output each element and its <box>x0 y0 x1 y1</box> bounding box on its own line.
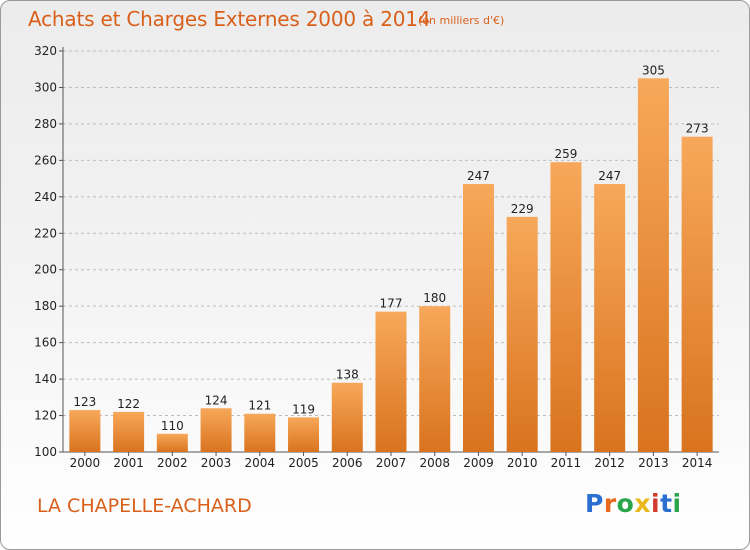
x-tick-label: 2006 <box>332 456 363 470</box>
data-label: 180 <box>423 291 446 305</box>
x-tick-label: 2007 <box>376 456 407 470</box>
bar <box>550 162 582 452</box>
bar <box>288 417 320 452</box>
bar <box>69 410 101 452</box>
data-label: 305 <box>642 63 665 77</box>
bars <box>69 78 713 453</box>
y-tick-label: 240 <box>34 190 57 204</box>
data-label: 247 <box>598 169 621 183</box>
x-tick-label: 2010 <box>507 456 538 470</box>
x-tick-label: 2013 <box>638 456 669 470</box>
bar <box>244 413 276 452</box>
y-tick-label: 200 <box>34 263 57 277</box>
x-tick-label: 2003 <box>201 456 232 470</box>
y-tick-label: 320 <box>34 44 57 58</box>
data-label: 247 <box>467 169 490 183</box>
x-tick-label: 2004 <box>245 456 276 470</box>
x-tick-label: 2012 <box>594 456 625 470</box>
data-label: 123 <box>73 395 96 409</box>
data-labels: 123 122 110 124 121 119 138 177 180 247 229 259 247 3… <box>73 63 708 432</box>
logo-letter: i <box>672 489 682 518</box>
y-tick-label: 100 <box>34 445 57 459</box>
logo-letter: r <box>603 489 617 518</box>
y-tick-label: 120 <box>34 409 57 423</box>
y-tick-label: 140 <box>34 372 57 386</box>
bar <box>637 78 669 452</box>
y-tick-label: 160 <box>34 336 57 350</box>
x-tick-label: 2000 <box>70 456 101 470</box>
y-axis-ticks: 100 120 140 160 180 200 220 240 260 280 300 320 <box>34 44 63 459</box>
x-tick-label: 2002 <box>157 456 188 470</box>
data-label: 138 <box>336 368 359 382</box>
data-label: 177 <box>380 297 403 311</box>
data-label: 124 <box>205 393 228 407</box>
bar <box>375 311 407 452</box>
data-label: 121 <box>248 399 271 413</box>
chart-title: Achats et Charges Externes 2000 à 2014 <box>28 7 431 31</box>
logo-letter: P <box>585 489 604 518</box>
bar <box>506 216 538 452</box>
y-tick-label: 280 <box>34 117 57 131</box>
y-tick-label: 260 <box>34 153 57 167</box>
chart-subtitle: (en milliers d'€) <box>418 14 505 27</box>
data-label: 229 <box>511 202 534 216</box>
bar <box>594 184 626 453</box>
x-tick-label: 2014 <box>682 456 713 470</box>
y-tick-label: 220 <box>34 226 57 240</box>
data-label: 259 <box>554 147 577 161</box>
bar <box>156 433 188 452</box>
logo-letter: o <box>616 489 635 518</box>
bar <box>200 408 232 452</box>
bar <box>331 382 363 452</box>
x-tick-label: 2001 <box>113 456 144 470</box>
commune-name: LA CHAPELLE-ACHARD <box>37 495 252 517</box>
data-label: 110 <box>161 419 184 433</box>
bar <box>462 184 494 453</box>
x-tick-label: 2008 <box>419 456 450 470</box>
logo-letter: i <box>651 489 661 518</box>
x-axis-ticks: 2000 2001 2002 2003 2004 2005 2006 2007 2008 2009… <box>70 452 713 470</box>
bar <box>113 411 145 452</box>
proxiti-logo: Proxiti <box>585 489 682 518</box>
data-label: 273 <box>686 122 709 136</box>
y-tick-label: 300 <box>34 80 57 94</box>
y-tick-label: 180 <box>34 299 57 313</box>
logo-letter: x <box>634 489 651 518</box>
bar <box>419 306 451 452</box>
data-label: 122 <box>117 397 140 411</box>
logo-letter: t <box>660 489 673 518</box>
x-tick-label: 2005 <box>288 456 319 470</box>
bar <box>681 136 713 452</box>
x-tick-label: 2011 <box>551 456 582 470</box>
data-label: 119 <box>292 402 315 416</box>
x-tick-label: 2009 <box>463 456 494 470</box>
